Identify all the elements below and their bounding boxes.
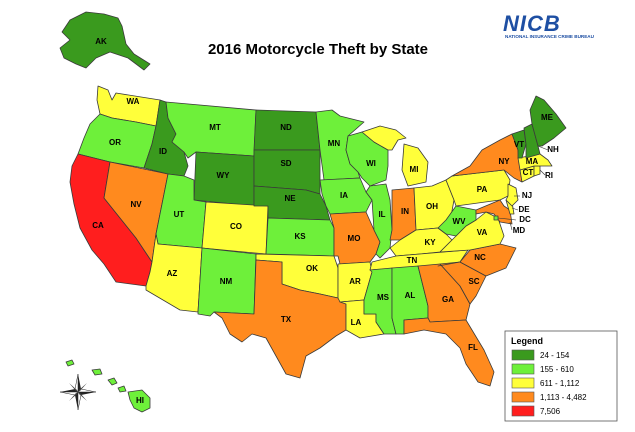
label-nj: NJ xyxy=(522,191,532,200)
label-pa: PA xyxy=(477,185,488,194)
label-de: DE xyxy=(518,205,530,214)
label-il: IL xyxy=(378,210,385,219)
label-ut: UT xyxy=(174,210,185,219)
label-wi: WI xyxy=(366,159,376,168)
label-hi: HI xyxy=(136,396,144,405)
state-ak[interactable] xyxy=(59,11,151,71)
label-oh: OH xyxy=(426,202,438,211)
logo-name: NICB xyxy=(503,11,561,36)
label-mo: MO xyxy=(348,234,361,243)
state-hi[interactable] xyxy=(65,359,151,413)
label-ca: CA xyxy=(92,221,104,230)
label-tx: TX xyxy=(281,315,292,324)
label-sd: SD xyxy=(280,159,291,168)
label-ms: MS xyxy=(377,293,390,302)
label-az: AZ xyxy=(167,269,178,278)
leader-lines xyxy=(497,145,549,231)
legend-label-4: 7,506 xyxy=(540,407,561,416)
label-me: ME xyxy=(541,113,554,122)
label-fl: FL xyxy=(468,343,478,352)
label-id: ID xyxy=(159,147,167,156)
legend-label-2: 611 - 1,112 xyxy=(540,379,580,388)
label-mi: MI xyxy=(410,165,419,174)
label-mt: MT xyxy=(209,123,221,132)
state-ri[interactable] xyxy=(533,165,541,177)
states-layer xyxy=(59,11,567,413)
legend-swatch-2 xyxy=(511,377,535,389)
legend-swatch-3 xyxy=(511,391,535,403)
label-ok: OK xyxy=(306,264,318,273)
label-va: VA xyxy=(477,228,488,237)
label-vt: VT xyxy=(514,140,524,149)
label-md: MD xyxy=(513,226,526,235)
label-wa: WA xyxy=(127,97,140,106)
label-ma: MA xyxy=(526,157,539,166)
legend-label-1: 155 - 610 xyxy=(540,365,574,374)
logo-subtitle: NATIONAL INSURANCE CRIME BUREAU xyxy=(505,34,595,39)
label-wy: WY xyxy=(217,171,231,180)
label-al: AL xyxy=(405,291,416,300)
state-fl[interactable] xyxy=(403,317,495,387)
legend: Legend 24 - 154 155 - 610 611 - 1,112 1,113… xyxy=(504,330,618,422)
state-labels: AK HI WA OR CA NV ID MT WY UT AZ CO NM N… xyxy=(92,37,559,405)
state-nc[interactable] xyxy=(437,243,517,277)
state-wv[interactable] xyxy=(437,205,477,237)
label-ne: NE xyxy=(284,194,296,203)
label-ga: GA xyxy=(442,295,454,304)
label-ak: AK xyxy=(95,37,107,46)
label-nm: NM xyxy=(220,277,233,286)
label-ks: KS xyxy=(294,232,306,241)
state-mi[interactable] xyxy=(361,125,429,187)
nicb-logo: NICB NATIONAL INSURANCE CRIME BUREAU xyxy=(503,11,595,39)
label-ct: CT xyxy=(523,168,534,177)
state-tx[interactable] xyxy=(213,259,347,379)
label-sc: SC xyxy=(468,277,479,286)
label-mn: MN xyxy=(328,139,341,148)
label-nv: NV xyxy=(130,200,142,209)
state-dc[interactable] xyxy=(493,215,499,221)
legend-label-0: 24 - 154 xyxy=(540,351,570,360)
label-tn: TN xyxy=(407,256,418,265)
label-in: IN xyxy=(401,207,409,216)
map-title: 2016 Motorcycle Theft by State xyxy=(208,41,428,58)
label-ia: IA xyxy=(340,191,348,200)
label-la: LA xyxy=(351,318,362,327)
label-ky: KY xyxy=(424,238,436,247)
legend-title: Legend xyxy=(511,336,543,346)
legend-swatch-4 xyxy=(511,405,535,417)
compass-rose-icon xyxy=(59,373,97,411)
legend-items: 24 - 154 155 - 610 611 - 1,112 1,113 - 4,48… xyxy=(511,349,587,417)
legend-label-3: 1,113 - 4,482 xyxy=(540,393,587,402)
label-ny: NY xyxy=(498,157,510,166)
state-md[interactable] xyxy=(475,199,513,225)
state-il[interactable] xyxy=(365,183,393,259)
label-ar: AR xyxy=(349,277,361,286)
state-nj[interactable] xyxy=(505,183,519,207)
legend-swatch-1 xyxy=(511,363,535,375)
label-wv: WV xyxy=(453,217,467,226)
label-nh: NH xyxy=(547,145,559,154)
label-ri: RI xyxy=(545,171,553,180)
legend-swatch-0 xyxy=(511,349,535,361)
label-dc: DC xyxy=(519,215,531,224)
label-co: CO xyxy=(230,222,242,231)
label-nc: NC xyxy=(474,253,486,262)
label-or: OR xyxy=(109,138,121,147)
state-me[interactable] xyxy=(529,95,567,147)
label-nd: ND xyxy=(280,123,292,132)
